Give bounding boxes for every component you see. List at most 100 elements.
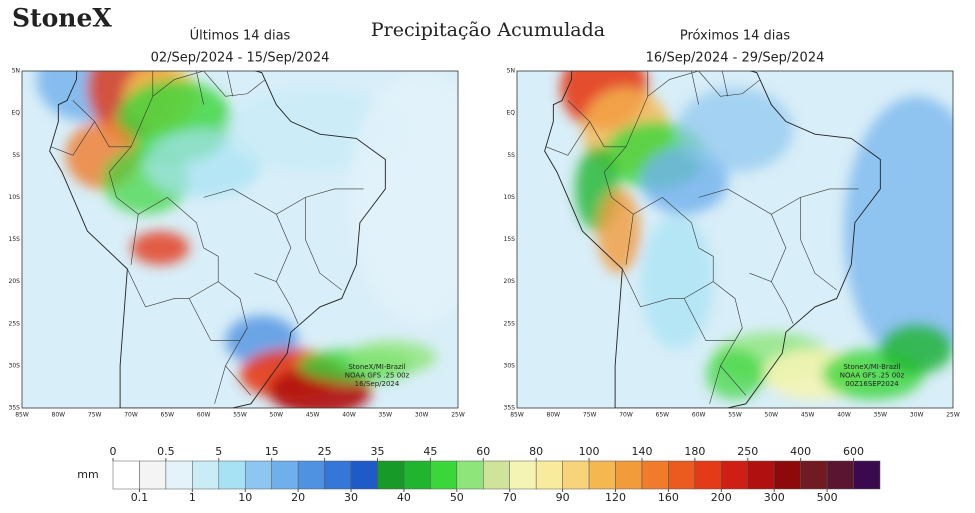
legend-swatch — [694, 460, 722, 490]
map — [22, 71, 458, 408]
legend-label: 180 — [684, 445, 705, 458]
lon-label: 40W — [342, 412, 356, 419]
legend-swatch — [641, 460, 669, 490]
legend-label: 140 — [631, 445, 652, 458]
precip-area — [349, 71, 458, 324]
lat-label: 5N — [12, 68, 20, 75]
lon-label: 60W — [692, 412, 706, 419]
border — [647, 71, 649, 97]
lon-label: 70W — [619, 412, 633, 419]
legend-swatch — [615, 460, 643, 490]
legend-swatch — [377, 460, 405, 490]
lat-label: 10S — [504, 194, 516, 201]
legend-label: 15 — [265, 445, 279, 458]
legend-swatch — [112, 460, 140, 490]
border — [721, 71, 729, 97]
legend-label: 90 — [556, 491, 570, 504]
legend-swatch — [721, 460, 749, 490]
panel-title: Próximos 14 dias — [680, 29, 791, 44]
lat-label: 30S — [504, 362, 516, 369]
legend-label: 100 — [579, 445, 600, 458]
border — [203, 188, 292, 283]
lat-label: EQ — [506, 110, 515, 117]
lat-label: 35S — [504, 405, 516, 412]
legend-label: 40 — [397, 491, 411, 504]
legend-label: 25 — [318, 445, 332, 458]
legend-label: 300 — [764, 491, 785, 504]
legend-label: 45 — [423, 445, 437, 458]
lat-label: 15S — [504, 236, 516, 243]
panel-period: 02/Sep/2024 - 15/Sep/2024 — [151, 51, 330, 66]
legend-label: 10 — [238, 491, 252, 504]
lat-label: EQ — [11, 110, 20, 117]
legend-swatch — [483, 460, 510, 490]
precip-area — [676, 87, 794, 173]
border — [138, 197, 252, 396]
lat-label: 20S — [504, 278, 516, 285]
border — [276, 188, 364, 215]
legend-swatch — [430, 460, 458, 490]
legend-label: 160 — [658, 491, 679, 504]
legend-swatch — [509, 460, 537, 490]
legend-swatch — [192, 460, 220, 490]
lon-label: 65W — [161, 412, 175, 419]
lon-label: 85W — [510, 412, 524, 419]
lon-label: 25W — [946, 412, 960, 419]
map-frame — [21, 70, 459, 409]
legend-label: 200 — [711, 491, 732, 504]
lat-label: 30S — [9, 362, 21, 369]
border — [196, 71, 204, 105]
credit: StoneX/MI-Brazil — [843, 363, 900, 371]
legend-swatch — [403, 460, 431, 490]
precip-area — [844, 96, 953, 366]
border — [214, 365, 226, 404]
credit: 16/Sep/2024 — [355, 380, 400, 388]
legend-swatch — [271, 460, 299, 490]
logo: StoneX — [12, 4, 112, 33]
lon-label: 55W — [233, 412, 247, 419]
coastline — [544, 71, 881, 408]
lon-label: 75W — [583, 412, 597, 419]
border — [771, 281, 794, 324]
lon-label: 80W — [547, 412, 561, 419]
legend-label: 250 — [737, 445, 758, 458]
legend-swatch — [165, 460, 193, 490]
legend-label: 20 — [291, 491, 305, 504]
legend-label: 500 — [817, 491, 838, 504]
legend-swatch — [244, 460, 272, 490]
legend-label: 80 — [529, 445, 543, 458]
lat-label: 5S — [507, 152, 515, 159]
lon-label: 60W — [197, 412, 211, 419]
lon-label: 45W — [306, 412, 320, 419]
legend-swatch — [800, 460, 828, 490]
credit: NOAA GFS .25 00z — [345, 372, 410, 380]
legend-swatch — [562, 460, 590, 490]
lon-label: 40W — [837, 412, 851, 419]
lon-label: 65W — [656, 412, 670, 419]
border — [709, 365, 721, 404]
lon-label: 75W — [88, 412, 102, 419]
precip-area — [596, 188, 641, 274]
lon-label: 55W — [728, 412, 742, 419]
legend-label: 70 — [503, 491, 517, 504]
legend-swatch — [588, 460, 616, 490]
credit: NOAA GFS .25 00z — [840, 372, 905, 380]
border — [72, 100, 131, 148]
lon-label: 35W — [874, 412, 888, 419]
legend-label: 0.5 — [157, 445, 175, 458]
lat-label: 25S — [504, 320, 516, 327]
precip-area — [349, 340, 437, 375]
border — [698, 188, 787, 283]
border — [545, 121, 590, 156]
lon-label: 70W — [124, 412, 138, 419]
lon-label: 45W — [801, 412, 815, 419]
border — [50, 121, 95, 156]
legend-label: 600 — [843, 445, 864, 458]
border — [276, 281, 299, 324]
legend-label: 1 — [189, 491, 196, 504]
credit: 00Z16SEP2024 — [845, 380, 899, 388]
border — [226, 71, 234, 97]
precip-area — [131, 231, 190, 265]
legend-label: 5 — [215, 445, 222, 458]
legend-label: 35 — [370, 445, 384, 458]
